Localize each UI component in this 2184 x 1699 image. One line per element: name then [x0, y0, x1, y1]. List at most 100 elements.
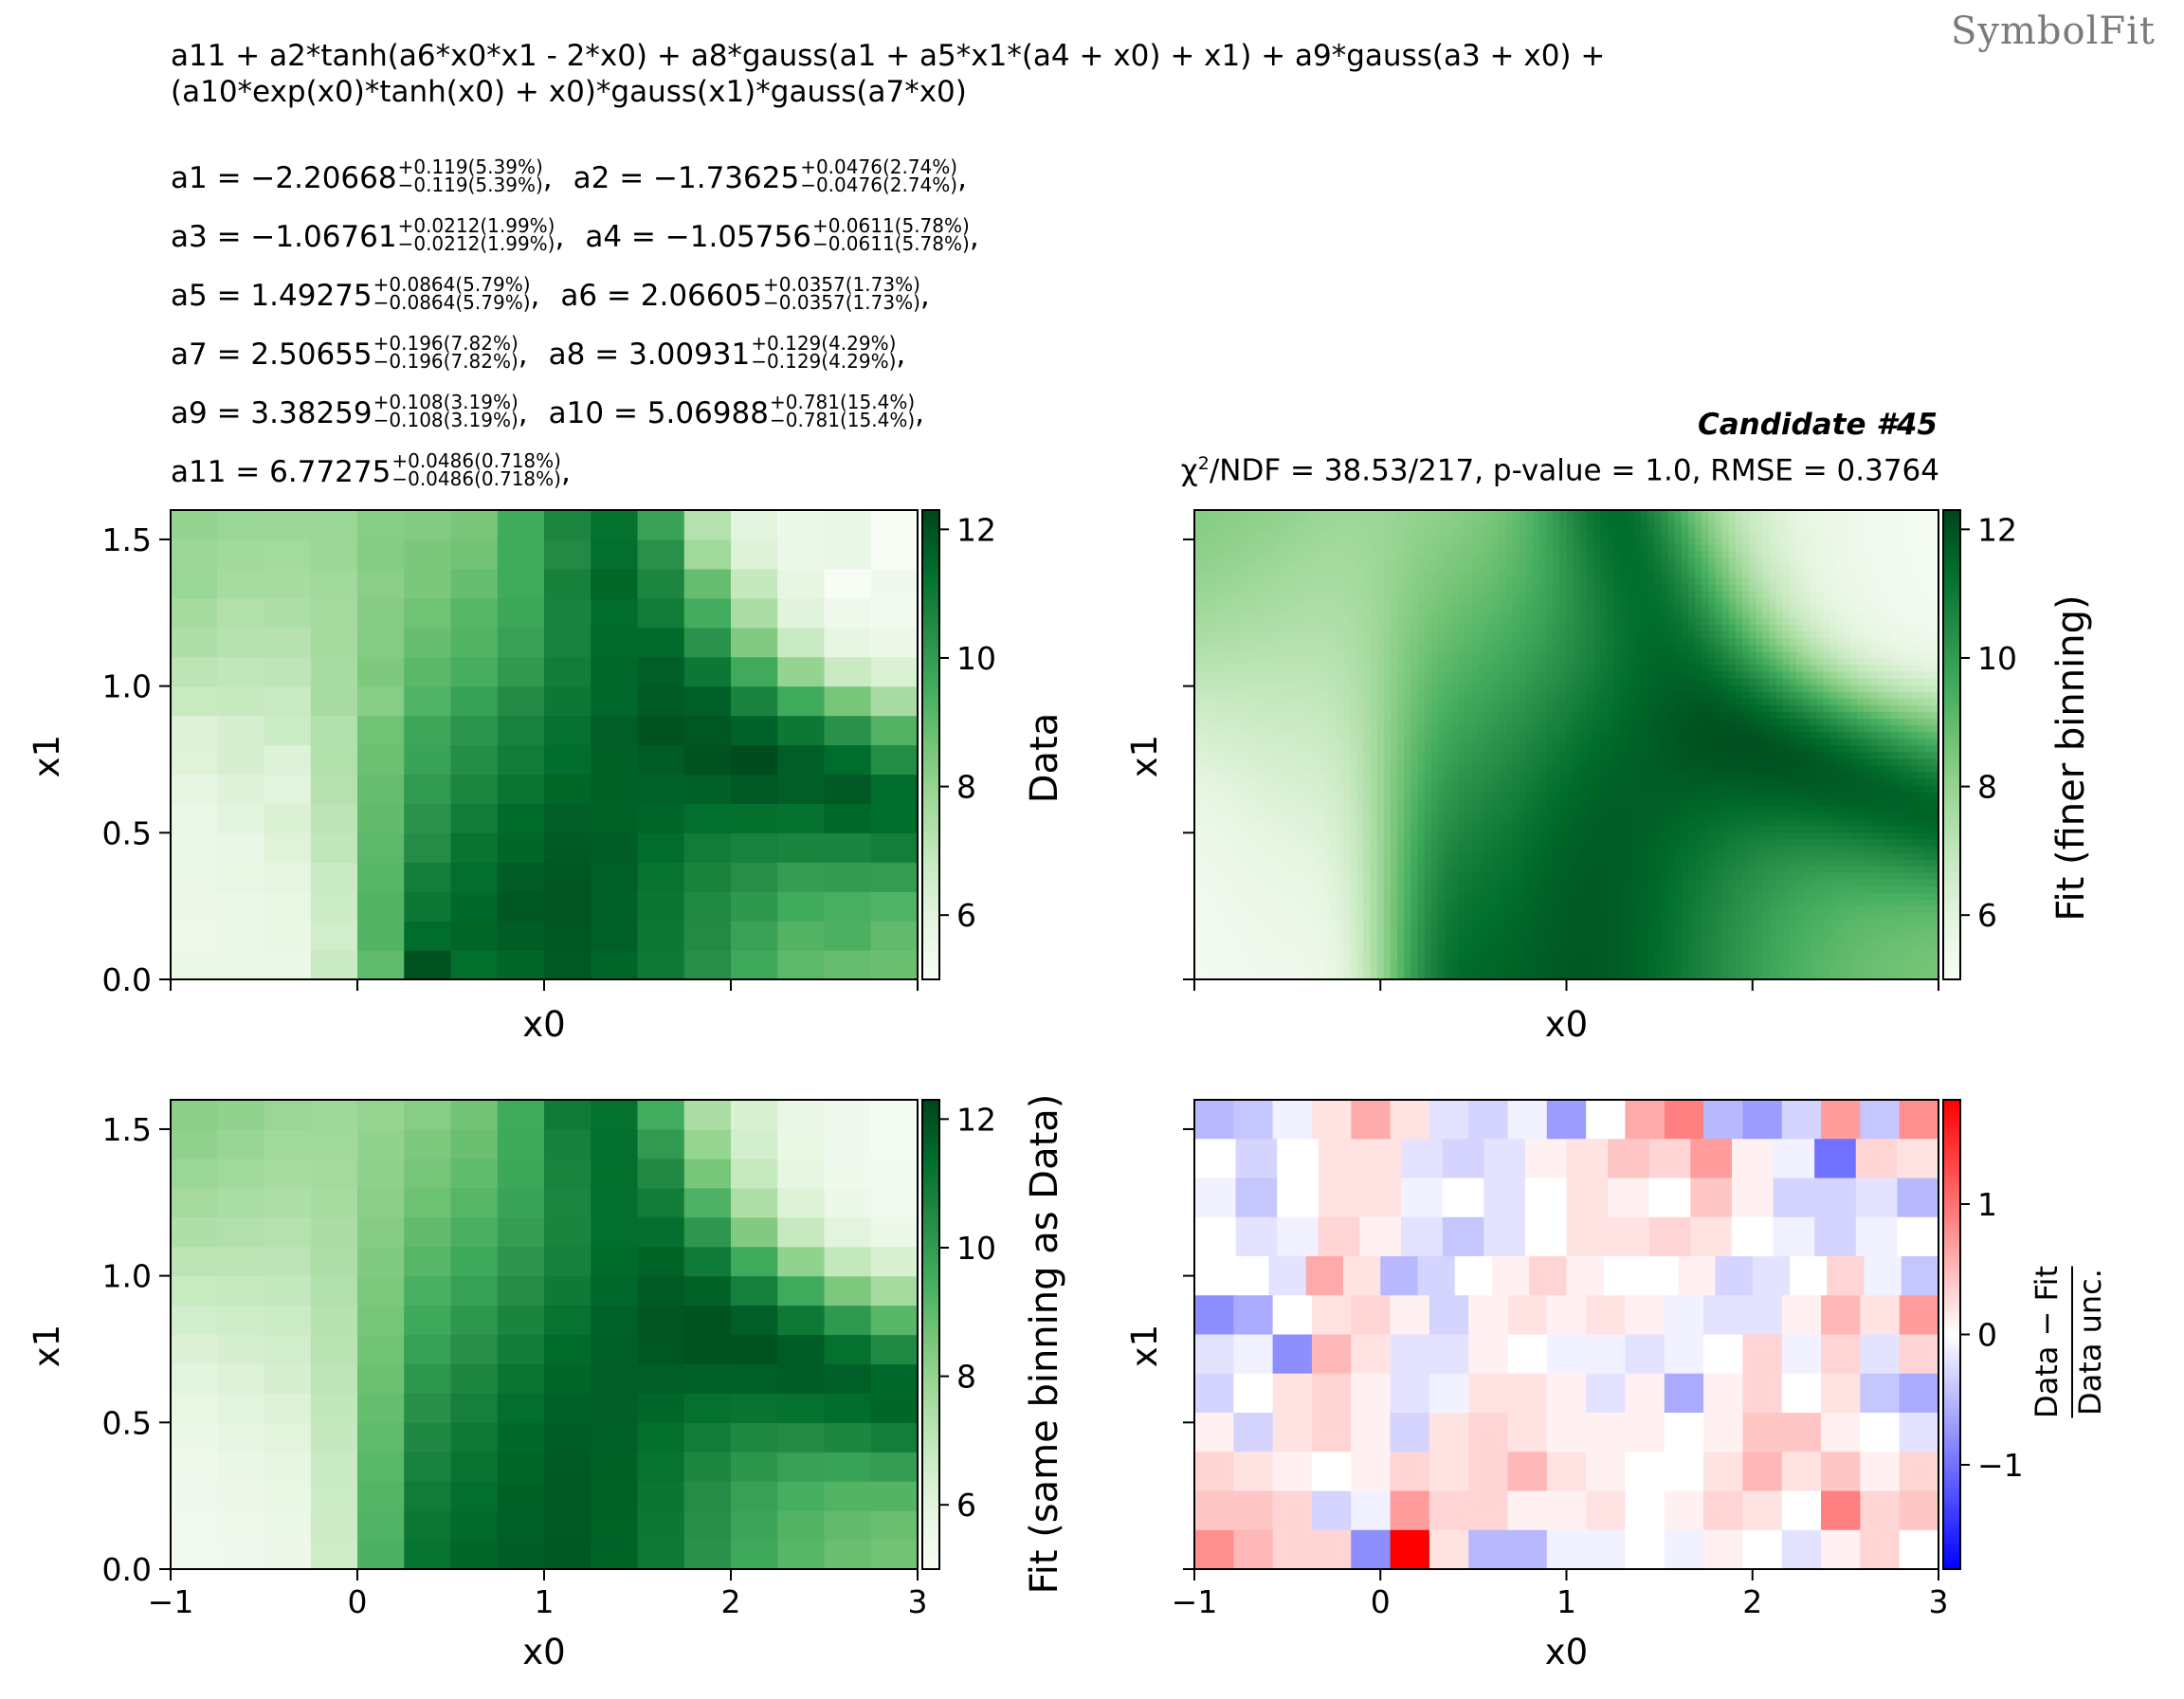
- fit-fine-cell: [1633, 959, 1642, 967]
- fit-fine-cell: [1654, 798, 1663, 806]
- fit-fine-cell: [1857, 892, 1866, 900]
- fit-fine-cell: [1471, 812, 1480, 820]
- fit-fine-cell: [1458, 878, 1466, 886]
- fit-fine-cell: [1390, 959, 1398, 967]
- fit-fine-cell: [1627, 798, 1635, 806]
- fit-fine-cell: [1735, 845, 1743, 853]
- fit-fine-cell: [1478, 792, 1486, 799]
- fit-fine-cell: [1607, 812, 1615, 820]
- fit-fine-cell: [1823, 744, 1831, 753]
- fit-fine-cell: [1559, 731, 1568, 740]
- fit-fine-cell: [1208, 858, 1216, 867]
- fit-fine-cell: [1857, 945, 1866, 954]
- fit-fine-cell: [1769, 744, 1777, 753]
- fit-fine-cell: [1471, 764, 1480, 773]
- fit-fine-cell: [1228, 892, 1236, 900]
- fit-fine-cell: [1924, 738, 1933, 746]
- fit-fine-cell: [1769, 818, 1777, 827]
- comma: ,: [560, 455, 571, 489]
- fit-fine-cell: [1816, 871, 1825, 880]
- fit-fine-cell: [1891, 704, 1899, 712]
- fit-fine-cell: [1525, 704, 1534, 712]
- fit-fine-cell: [1465, 738, 1473, 746]
- fit-fine-cell: [1579, 818, 1588, 827]
- fit-fine-cell: [1857, 939, 1866, 947]
- fit-fine-cell: [1796, 771, 1805, 779]
- fit-fine-cell: [1248, 892, 1257, 900]
- fit-fine-cell: [1316, 784, 1324, 793]
- fit-fine-cell: [1790, 945, 1797, 954]
- fit-fine-cell: [1654, 818, 1663, 827]
- fit-fine-cell: [1898, 798, 1906, 806]
- fit-fine-cell: [1492, 858, 1500, 867]
- data-cell: [264, 803, 312, 833]
- fit-fine-cell: [1627, 871, 1635, 880]
- fit-fine-cell: [1695, 858, 1703, 867]
- fit-fine-cell: [1241, 738, 1249, 746]
- fit-fine-cell: [1742, 972, 1750, 980]
- fit-fine-cell: [1674, 825, 1683, 833]
- fit-fine-cell: [1931, 784, 1939, 793]
- fit-fine-cell: [1525, 878, 1534, 886]
- fit-fine-cell: [1546, 831, 1555, 840]
- fit-fine-cell: [1201, 838, 1210, 847]
- fit-fine-cell: [1370, 965, 1378, 974]
- fit-fine-cell: [1553, 932, 1561, 941]
- fit-fine-cell: [1350, 771, 1358, 779]
- fit-fine-cell: [1864, 792, 1872, 799]
- fit-fine-cell: [1390, 919, 1398, 927]
- fit-fine-cell: [1410, 825, 1419, 833]
- fit-fine-cell: [1208, 845, 1216, 853]
- fit-fine-cell: [1532, 939, 1540, 947]
- fit-fine-cell: [1430, 892, 1439, 900]
- fit-fine-cell: [1681, 858, 1689, 867]
- fit-fine-cell: [1512, 932, 1520, 941]
- fit-fine-cell: [1790, 818, 1797, 827]
- fit-fine-cell: [1884, 912, 1892, 921]
- fit-fine-cell: [1613, 905, 1622, 914]
- fit-fine-cell: [1296, 751, 1303, 759]
- fit-fine-cell: [1715, 952, 1723, 960]
- fit-fine-cell: [1641, 952, 1648, 960]
- fit-fine-cell: [1214, 724, 1223, 733]
- fit-fine-cell: [1437, 718, 1446, 726]
- fit-fine-cell: [1721, 972, 1730, 980]
- fit-fine-cell: [1607, 871, 1615, 880]
- fit-fine-cell: [1898, 871, 1906, 880]
- fit-fine-cell: [1607, 792, 1615, 799]
- fit-fine-cell: [1695, 899, 1703, 907]
- fit-fine-cell: [1735, 831, 1743, 840]
- fit-fine-cell: [1296, 865, 1303, 873]
- fit-fine-cell: [1478, 825, 1486, 833]
- fit-fine-cell: [1911, 871, 1920, 880]
- fit-fine-cell: [1343, 865, 1351, 873]
- fit-fine-cell: [1499, 886, 1507, 893]
- fit-fine-cell: [1681, 838, 1689, 847]
- fit-fine-cell: [1586, 851, 1594, 860]
- fit-fine-cell: [1397, 718, 1406, 726]
- fit-fine-cell: [1370, 731, 1378, 740]
- fit-fine-cell: [1499, 784, 1507, 793]
- fit-fine-cell: [1904, 838, 1913, 847]
- fit-fine-cell: [1891, 886, 1899, 893]
- fit-fine-cell: [1844, 731, 1852, 740]
- data-cell: [637, 921, 685, 951]
- fit-fine-cell: [1363, 945, 1372, 954]
- fit-fine-cell: [1769, 698, 1777, 705]
- fit-fine-cell: [1613, 731, 1622, 740]
- data-cell: [870, 803, 919, 833]
- fit-fine-cell: [1525, 845, 1534, 853]
- fit-fine-cell: [1790, 965, 1797, 974]
- fit-fine-cell: [1931, 758, 1939, 766]
- fit-fine-cell: [1857, 704, 1866, 712]
- fit-fine-cell: [1221, 925, 1229, 934]
- fit-fine-cell: [1566, 764, 1574, 773]
- fit-fine-cell: [1532, 718, 1540, 726]
- fit-fine-cell: [1573, 858, 1581, 867]
- fit-fine-cell: [1870, 718, 1879, 726]
- fit-fine-cell: [1877, 959, 1885, 967]
- data-cell: [544, 803, 592, 833]
- fit-fine-cell: [1667, 798, 1676, 806]
- fit-fine-cell: [1667, 912, 1676, 921]
- fit-fine-cell: [1484, 939, 1493, 947]
